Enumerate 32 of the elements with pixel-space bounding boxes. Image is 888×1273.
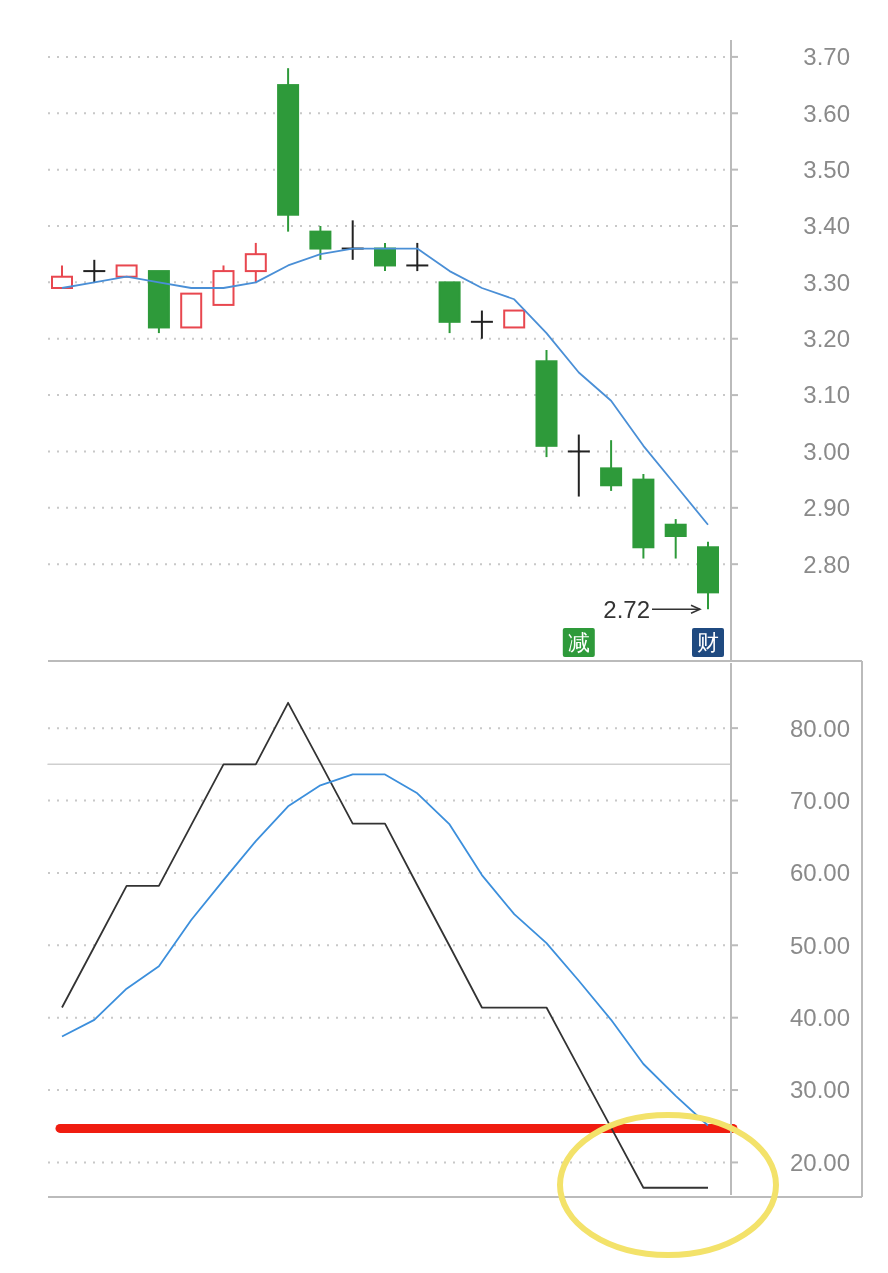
- y-tick-label: 3.00: [803, 437, 850, 465]
- y-tick-label: 3.20: [803, 325, 850, 353]
- candlestick: [374, 241, 396, 273]
- line-series: [61, 773, 709, 1127]
- y-tick-label: 50.00: [789, 931, 850, 959]
- y-tick-label: 20.00: [789, 1148, 850, 1176]
- annotation: 减: [567, 630, 590, 655]
- annotation: 财: [697, 630, 719, 655]
- candlestick: [664, 518, 687, 560]
- candlestick: [405, 241, 430, 273]
- y-tick-label: 30.00: [789, 1076, 850, 1104]
- candlestick: [82, 258, 107, 284]
- y-tick-label: 3.10: [803, 381, 850, 409]
- y-tick-label: 80.00: [789, 714, 850, 742]
- line-series: [61, 701, 709, 1189]
- candlestick: [600, 439, 623, 492]
- y-tick-label: 70.00: [789, 786, 850, 814]
- y-tick-label: 3.60: [803, 99, 850, 127]
- annotation: 2.72: [603, 595, 650, 623]
- y-tick-label: 40.00: [789, 1004, 850, 1032]
- y-tick-label: 3.50: [803, 156, 850, 184]
- y-tick-label: 3.40: [803, 212, 850, 240]
- candlestick: [244, 241, 267, 284]
- y-tick-label: 3.30: [803, 268, 850, 296]
- candlestick: [566, 433, 591, 498]
- candlestick: [469, 309, 494, 340]
- y-tick-label: 2.90: [803, 494, 850, 522]
- y-tick-label: 2.80: [803, 550, 850, 578]
- y-tick-label: 60.00: [789, 859, 850, 887]
- y-tick-label: 3.70: [803, 43, 850, 71]
- candlestick: [340, 219, 365, 261]
- candlestick: [309, 225, 332, 261]
